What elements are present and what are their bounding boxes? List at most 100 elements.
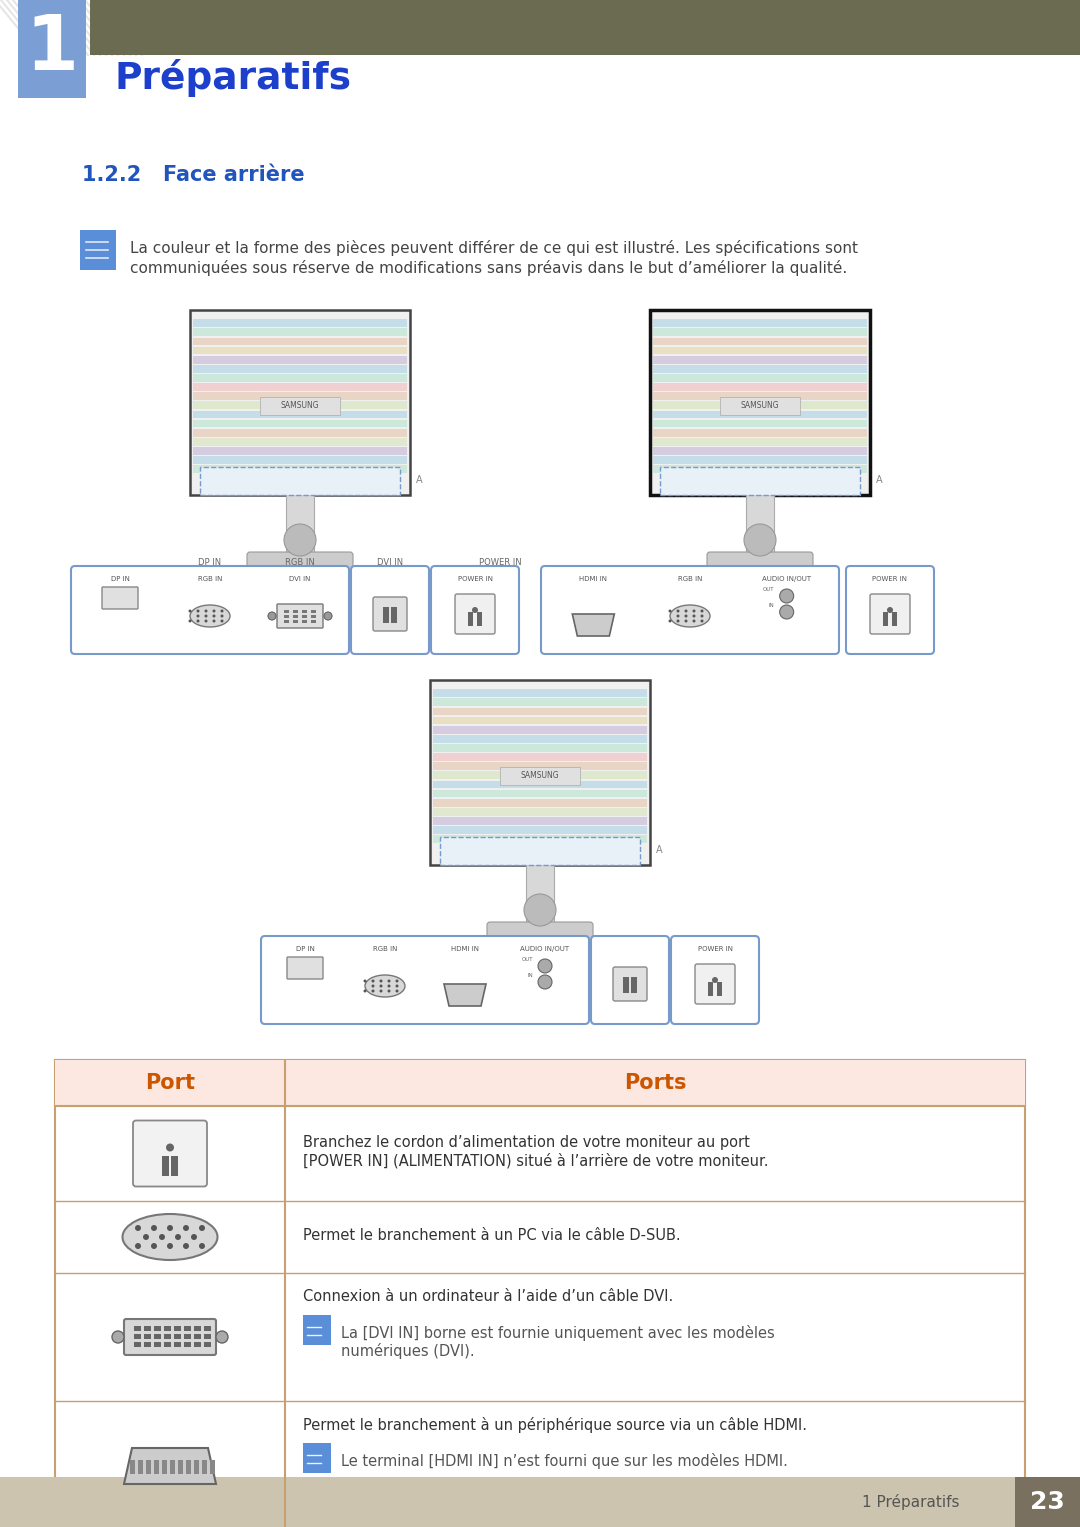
Bar	[162, 1156, 168, 1176]
Bar	[134, 1342, 141, 1347]
Polygon shape	[106, 220, 116, 231]
Circle shape	[780, 589, 794, 603]
Text: SAMSUNG: SAMSUNG	[521, 771, 559, 780]
Bar	[433, 762, 647, 770]
Bar	[0, 1477, 1080, 1527]
Text: DP IN: DP IN	[199, 557, 221, 567]
Bar	[186, 1460, 191, 1474]
Circle shape	[395, 979, 399, 982]
Bar	[193, 374, 407, 382]
Circle shape	[191, 1234, 197, 1240]
Circle shape	[167, 1225, 173, 1231]
Circle shape	[472, 608, 478, 612]
Circle shape	[189, 620, 191, 623]
Text: OUT: OUT	[522, 957, 534, 962]
Text: SAMSUNG: SAMSUNG	[741, 402, 780, 411]
Bar	[204, 1335, 211, 1339]
Text: HDMI IN: HDMI IN	[451, 947, 480, 951]
Bar	[653, 447, 867, 455]
Bar	[204, 1325, 211, 1332]
Bar	[193, 365, 407, 373]
Bar	[653, 347, 867, 354]
FancyBboxPatch shape	[591, 936, 669, 1025]
Bar	[433, 771, 647, 779]
Circle shape	[166, 1144, 174, 1151]
Circle shape	[395, 989, 399, 993]
Bar	[154, 1342, 161, 1347]
Text: Permet le branchement à un PC via le câble D-SUB.: Permet le branchement à un PC via le câb…	[303, 1228, 680, 1243]
Circle shape	[701, 609, 703, 612]
Circle shape	[135, 1225, 141, 1231]
FancyBboxPatch shape	[373, 597, 407, 631]
Bar	[653, 457, 867, 464]
Bar	[193, 337, 407, 345]
Bar	[164, 1325, 171, 1332]
Bar	[653, 319, 867, 327]
Text: DP IN: DP IN	[110, 576, 130, 582]
Circle shape	[189, 609, 191, 612]
Ellipse shape	[670, 605, 710, 628]
FancyBboxPatch shape	[431, 567, 519, 654]
Bar	[433, 734, 647, 742]
Bar	[440, 837, 640, 864]
Circle shape	[669, 620, 672, 623]
Bar	[178, 1460, 183, 1474]
FancyBboxPatch shape	[671, 936, 759, 1025]
Bar	[383, 608, 389, 623]
Text: IN: IN	[769, 603, 774, 608]
Bar	[433, 780, 647, 788]
Text: Préparatifs: Préparatifs	[114, 60, 352, 98]
Bar	[433, 744, 647, 751]
Text: Branchez le cordon d’alimentation de votre moniteur au port: Branchez le cordon d’alimentation de vot…	[303, 1136, 750, 1150]
Bar	[154, 1460, 159, 1474]
Circle shape	[676, 614, 679, 617]
Text: RGB IN: RGB IN	[198, 576, 222, 582]
Bar	[130, 1460, 135, 1474]
FancyBboxPatch shape	[455, 594, 495, 634]
Polygon shape	[323, 1307, 330, 1315]
Bar	[653, 356, 867, 363]
Circle shape	[220, 620, 224, 623]
Text: DP IN: DP IN	[296, 947, 314, 951]
Bar	[302, 609, 307, 612]
Circle shape	[388, 989, 391, 993]
Bar	[170, 1460, 175, 1474]
Bar	[193, 466, 407, 473]
Bar	[194, 1335, 201, 1339]
Circle shape	[268, 612, 276, 620]
Bar	[303, 1315, 330, 1345]
Circle shape	[379, 985, 382, 988]
Text: 1: 1	[26, 12, 79, 86]
Bar	[892, 612, 897, 626]
Bar	[311, 614, 316, 618]
Circle shape	[372, 989, 375, 993]
Bar	[200, 467, 400, 495]
Bar	[286, 495, 314, 554]
Bar	[193, 420, 407, 428]
Bar	[146, 1460, 151, 1474]
Bar	[193, 383, 407, 391]
Bar	[154, 1335, 161, 1339]
Circle shape	[372, 979, 375, 982]
Bar	[433, 707, 647, 715]
Bar	[660, 467, 860, 495]
Text: HDMI IN: HDMI IN	[579, 576, 607, 582]
Circle shape	[199, 1225, 205, 1231]
Bar	[190, 310, 410, 495]
Circle shape	[692, 614, 696, 617]
Text: A: A	[876, 475, 882, 486]
Circle shape	[183, 1243, 189, 1249]
Text: OUT: OUT	[764, 586, 774, 592]
Bar	[653, 438, 867, 446]
Text: A: A	[656, 844, 663, 855]
Bar	[433, 799, 647, 806]
Bar	[210, 1460, 215, 1474]
Bar	[653, 429, 867, 437]
Text: 23: 23	[1030, 1490, 1065, 1513]
Bar	[164, 1335, 171, 1339]
Bar	[55, 1060, 1025, 1106]
Bar	[293, 620, 298, 623]
Bar	[500, 767, 580, 785]
Circle shape	[364, 979, 366, 982]
Circle shape	[379, 989, 382, 993]
